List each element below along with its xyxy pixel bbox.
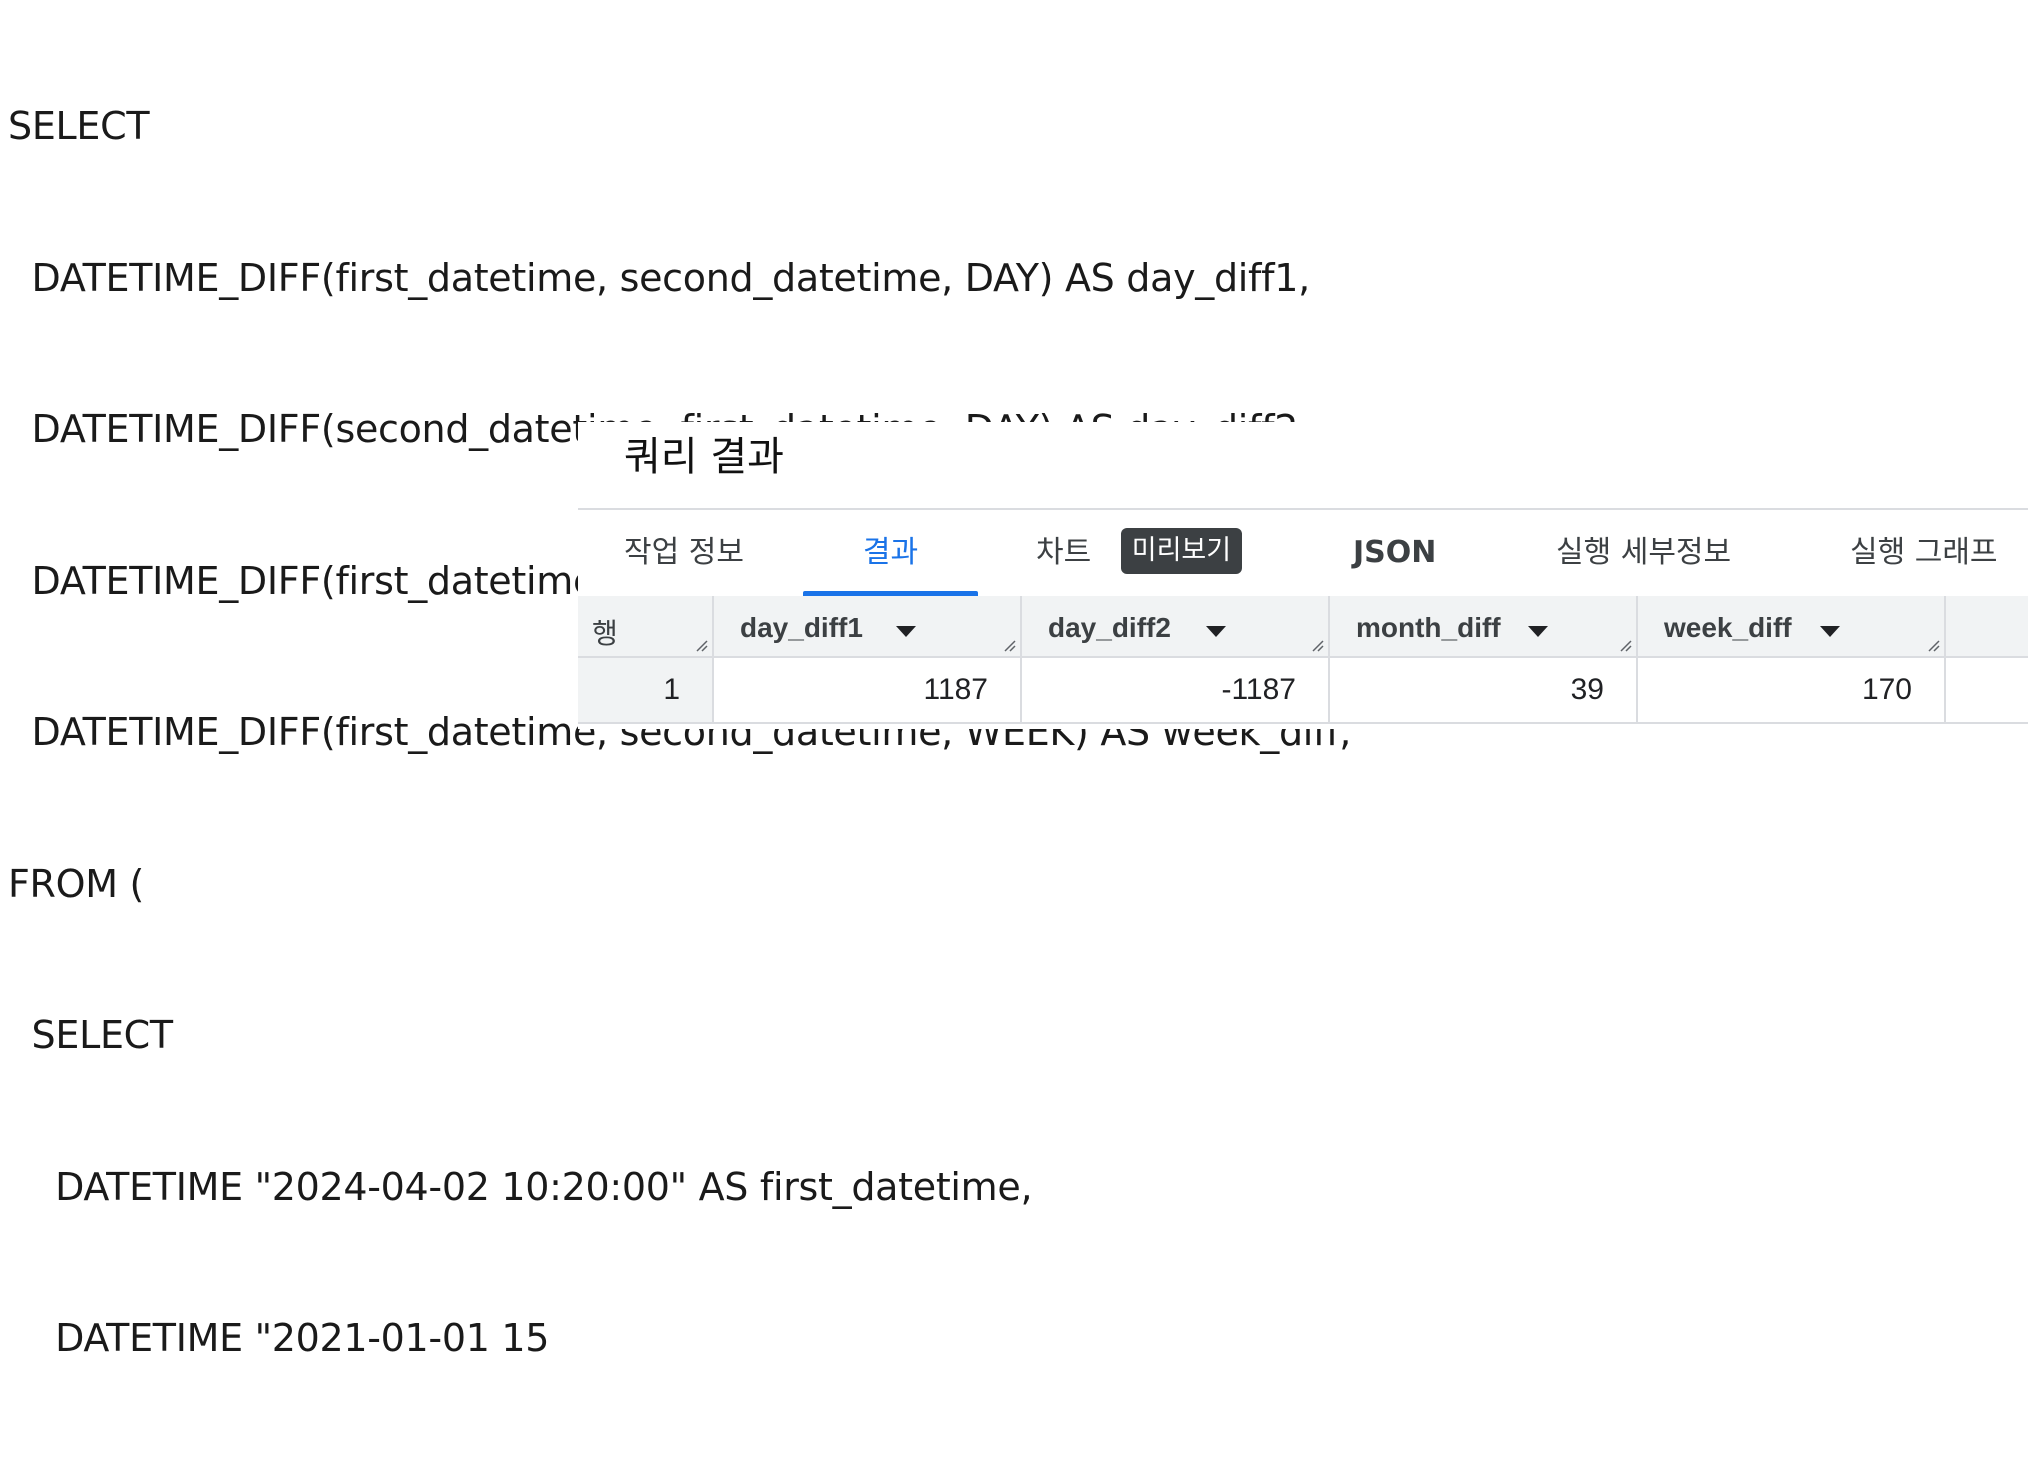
tab-execution-graph[interactable]: 실행 그래프: [1850, 510, 1998, 596]
tab-json[interactable]: JSON: [1353, 510, 1436, 596]
results-tab-bar: 작업 정보 결과 차트 미리보기 JSON 실행 세부정보 실행 그래프: [578, 508, 2028, 598]
results-table: 행 day_diff1 day_diff2 month_diff week_di…: [578, 596, 2028, 727]
column-header-week-diff[interactable]: week_diff: [1638, 596, 1946, 658]
preview-badge: 미리보기: [1121, 528, 1242, 574]
query-results-panel: 쿼리 결과 작업 정보 결과 차트 미리보기 JSON 실행 세부정보 실행 그…: [578, 422, 2028, 729]
column-resize-icon[interactable]: [1926, 638, 1940, 652]
sort-dropdown-icon[interactable]: [896, 626, 916, 637]
column-header-label: day_diff1: [740, 612, 863, 644]
column-resize-icon[interactable]: [1618, 638, 1632, 652]
tab-label: JSON: [1353, 535, 1436, 570]
tab-label: 차트: [1036, 535, 1091, 570]
column-header-label: 행: [592, 612, 618, 652]
table-cell-filler: [1946, 658, 2028, 724]
sort-dropdown-icon[interactable]: [1528, 626, 1548, 637]
sort-dropdown-icon[interactable]: [1206, 626, 1226, 637]
table-cell[interactable]: 1187: [714, 658, 1022, 724]
row-number-cell: 1: [578, 658, 714, 724]
column-header-filler: [1946, 596, 2028, 658]
tab-label: 작업 정보: [624, 535, 744, 570]
tab-label: 실행 세부정보: [1556, 535, 1731, 570]
tab-results[interactable]: 결과: [803, 510, 978, 596]
table-cell[interactable]: -1187: [1022, 658, 1330, 724]
code-line: SELECT: [8, 1010, 2028, 1061]
tab-job-info[interactable]: 작업 정보: [624, 510, 744, 596]
tab-execution-details[interactable]: 실행 세부정보: [1556, 510, 1731, 596]
column-resize-icon[interactable]: [1310, 638, 1324, 652]
column-header-month-diff[interactable]: month_diff: [1330, 596, 1638, 658]
panel-title: 쿼리 결과: [624, 424, 784, 482]
column-resize-icon[interactable]: [1002, 638, 1016, 652]
tab-chart[interactable]: 차트 미리보기: [1036, 510, 1242, 596]
column-header-day-diff2[interactable]: day_diff2: [1022, 596, 1330, 658]
column-header-label: week_diff: [1664, 612, 1792, 644]
column-header-label: month_diff: [1356, 612, 1501, 644]
tab-label: 실행 그래프: [1850, 535, 1998, 570]
sort-dropdown-icon[interactable]: [1820, 626, 1840, 637]
column-header-row-number: 행: [578, 596, 714, 658]
table-cell[interactable]: 170: [1638, 658, 1946, 724]
table-cell[interactable]: 39: [1330, 658, 1638, 724]
code-line: DATETIME "2021-01-01 15: [8, 1313, 2028, 1364]
column-header-label: day_diff2: [1048, 612, 1171, 644]
code-line: SELECT: [8, 101, 2028, 152]
code-line: FROM (: [8, 859, 2028, 910]
tab-label: 결과: [863, 535, 918, 570]
column-resize-icon[interactable]: [694, 638, 708, 652]
code-line: DATETIME "2024-04-02 10:20:00" AS first_…: [8, 1162, 2028, 1213]
column-header-day-diff1[interactable]: day_diff1: [714, 596, 1022, 658]
code-line: DATETIME_DIFF(first_datetime, second_dat…: [8, 253, 2028, 304]
